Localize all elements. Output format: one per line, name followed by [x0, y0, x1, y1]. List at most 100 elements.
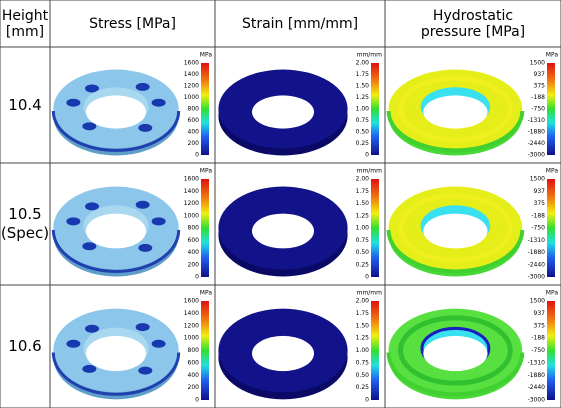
legend-tick: 0.75	[356, 117, 370, 124]
legend-tick: 937	[534, 188, 546, 195]
stress-patch	[152, 99, 166, 107]
legend-tick: -3000	[528, 274, 546, 281]
legend-unit: MPa	[200, 52, 213, 59]
result-image	[218, 309, 347, 400]
stress-patch	[82, 242, 96, 250]
height-cell: 10.5(Spec)	[0, 163, 50, 285]
result-image	[218, 187, 347, 277]
header-cell: Strain [mm/mm]	[215, 0, 385, 47]
legend-tick: 1.50	[356, 83, 370, 90]
legend-unit: MPa	[200, 168, 213, 175]
legend-tick: 1.00	[356, 225, 370, 232]
legend-tick: 0	[195, 152, 199, 159]
colorbar	[547, 179, 555, 277]
stress-patch	[136, 323, 150, 331]
legend-tick: 0.25	[356, 384, 370, 391]
legend-tick: -2440	[528, 140, 546, 147]
legend-tick: 2.00	[356, 298, 370, 305]
legend-tick: 1600	[184, 298, 199, 305]
header-text: Stress [MPa]	[89, 16, 176, 32]
legend-tick: 937	[534, 71, 546, 78]
result-image	[53, 187, 178, 277]
legend-unit: MPa	[200, 290, 213, 297]
legend-tick: -1310	[528, 359, 546, 366]
colorbar	[547, 301, 555, 400]
legend-tick: 0.25	[356, 261, 370, 268]
result-image	[53, 309, 178, 400]
legend-tick: -1880	[528, 129, 546, 136]
legend-tick: 800	[188, 106, 200, 113]
legend-tick: 200	[188, 261, 200, 268]
legend-tick: 1600	[184, 60, 199, 67]
legend-tick: 1.25	[356, 212, 370, 219]
legend-tick: 375	[534, 322, 546, 329]
legend-unit: MPa	[546, 290, 559, 297]
legend-tick: 400	[188, 249, 200, 256]
header-text: Strain [mm/mm]	[242, 16, 358, 32]
legend-tick: -750	[531, 106, 545, 113]
stress-patch	[82, 122, 96, 130]
legend-tick: 0.75	[356, 237, 370, 244]
legend-tick: -750	[531, 347, 545, 354]
legend-tick: 0	[195, 274, 199, 281]
legend-tick: 1.50	[356, 200, 370, 207]
legend-tick: -188	[531, 335, 545, 342]
colorbar	[201, 301, 209, 400]
ring-hole	[86, 95, 146, 128]
legend-tick: 1000	[184, 94, 199, 101]
legend-tick: 1.25	[356, 94, 370, 101]
legend-tick: -3000	[528, 397, 546, 404]
legend-tick: 400	[188, 372, 200, 379]
stress-patch	[136, 201, 150, 209]
header-text: Height [mm]	[0, 8, 50, 40]
colorbar	[547, 63, 555, 155]
legend-tick: 0	[365, 397, 369, 404]
legend-tick: 1200	[184, 83, 199, 90]
legend-tick: 1500	[530, 60, 545, 67]
colorbar	[371, 179, 379, 277]
legend-tick: -1880	[528, 249, 546, 256]
legend-tick: 1500	[530, 298, 545, 305]
legend-tick: 1.00	[356, 347, 370, 354]
legend-tick: -1880	[528, 372, 546, 379]
legend-tick: 1200	[184, 200, 199, 207]
legend-tick: 0.50	[356, 249, 370, 256]
ring-hole	[423, 214, 487, 249]
legend-unit: mm/mm	[357, 290, 383, 297]
colorbar	[201, 63, 209, 155]
result-image	[53, 70, 178, 156]
legend-unit: MPa	[546, 52, 559, 59]
legend-tick: 0.75	[356, 359, 370, 366]
stress-patch	[138, 367, 152, 375]
stress-patch	[138, 244, 152, 252]
legend-tick: -1310	[528, 237, 546, 244]
legend-tick: -2440	[528, 384, 546, 391]
height-cell: 10.4	[0, 47, 50, 163]
ring-hole	[252, 336, 314, 371]
stress-patch	[138, 124, 152, 132]
colorbar	[371, 301, 379, 400]
legend-tick: -3000	[528, 152, 546, 159]
legend-tick: 0.50	[356, 372, 370, 379]
legend-tick: 200	[188, 384, 200, 391]
legend-tick: 800	[188, 347, 200, 354]
ring-hole	[423, 336, 487, 371]
legend-unit: mm/mm	[357, 168, 383, 175]
legend-tick: 375	[534, 200, 546, 207]
ring-hole	[423, 95, 487, 128]
legend-tick: 600	[188, 237, 200, 244]
legend-tick: 1.25	[356, 335, 370, 342]
legend-tick: 800	[188, 225, 200, 232]
stress-patch	[66, 217, 80, 225]
ring-hole	[86, 336, 146, 371]
height-cell: 10.6	[0, 285, 50, 408]
legend-tick: 1000	[184, 212, 199, 219]
header-cell: Hydrostatic pressure [MPa]	[385, 0, 561, 47]
legend-tick: 2.00	[356, 176, 370, 183]
legend-tick: 375	[534, 83, 546, 90]
legend-tick: -188	[531, 94, 545, 101]
legend-unit: mm/mm	[357, 52, 383, 59]
legend-tick: 1400	[184, 71, 199, 78]
legend-tick: 1.75	[356, 71, 370, 78]
figure: MPa16001400120010008006004002000mm/mm2.0…	[0, 0, 561, 408]
